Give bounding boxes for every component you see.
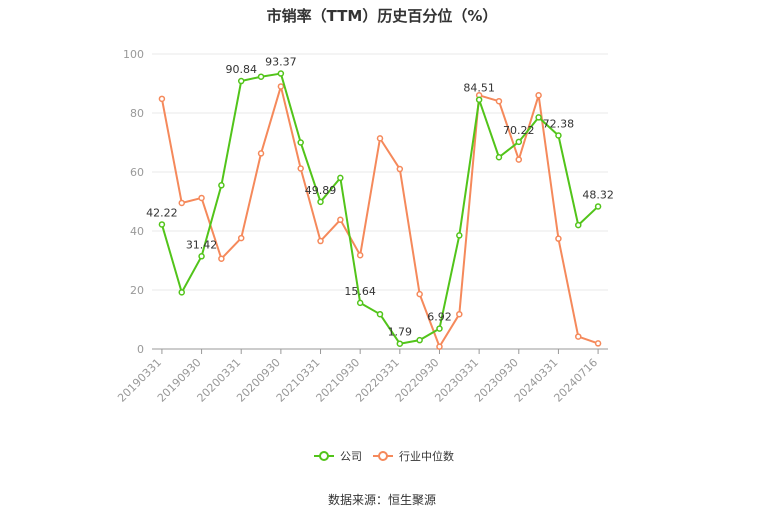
source-text: 数据来源：恒生聚源 <box>328 492 436 507</box>
industry-median-point[interactable] <box>237 234 245 242</box>
company-data-label: 6.92 <box>427 311 452 324</box>
industry-median-point[interactable] <box>535 92 542 99</box>
company-point[interactable] <box>277 70 285 77</box>
company-point[interactable] <box>218 182 225 189</box>
company-point[interactable] <box>237 77 245 85</box>
industry-median-point[interactable] <box>277 83 285 90</box>
company-point[interactable] <box>356 299 364 307</box>
company-data-label: 49.89 <box>305 184 337 197</box>
y-tick-label: 40 <box>130 225 144 238</box>
company-point[interactable] <box>257 73 265 80</box>
industry-median-point[interactable] <box>436 343 443 350</box>
legend-industry-median-label: 行业中位数 <box>399 449 454 463</box>
company-point[interactable] <box>396 340 404 347</box>
industry-median-point[interactable] <box>356 251 364 259</box>
company-point[interactable] <box>436 325 443 332</box>
industry-median-point[interactable] <box>416 290 423 298</box>
company-data-label: 31.42 <box>186 238 218 251</box>
company-point[interactable] <box>515 138 523 146</box>
industry-median-point[interactable] <box>515 156 523 163</box>
y-tick-label: 20 <box>130 284 144 297</box>
company-point[interactable] <box>337 174 344 182</box>
industry-median-point[interactable] <box>456 310 463 318</box>
company-point[interactable] <box>198 253 205 260</box>
legend: 公司 行业中位数 <box>314 449 454 463</box>
company-point[interactable] <box>495 154 503 161</box>
industry-median-point[interactable] <box>257 150 265 157</box>
industry-median-point[interactable] <box>198 194 205 202</box>
company-point[interactable] <box>158 221 166 228</box>
industry-median-point[interactable] <box>297 165 304 172</box>
company-data-label: 72.38 <box>543 117 575 130</box>
company-point[interactable] <box>555 132 562 139</box>
company-point[interactable] <box>575 221 582 229</box>
company-point[interactable] <box>297 139 304 146</box>
company-data-label: 84.51 <box>463 82 495 95</box>
industry-median-point[interactable] <box>337 216 344 224</box>
company-point[interactable] <box>456 232 463 239</box>
series-layer <box>158 70 602 350</box>
data-labels: 42.22 31.42 90.84 93.37 49.89 15.64 1.79 6.92 84… <box>146 56 614 339</box>
industry-median-point[interactable] <box>158 95 166 103</box>
company-point[interactable] <box>594 203 602 210</box>
industry-median-point[interactable] <box>575 333 582 340</box>
company-data-label: 48.32 <box>582 188 614 201</box>
y-tick-label: 60 <box>130 166 144 179</box>
company-point[interactable] <box>317 198 324 206</box>
company-data-label: 15.64 <box>344 285 376 298</box>
industry-median-point[interactable] <box>178 199 185 207</box>
company-point[interactable] <box>178 289 185 296</box>
x-tick-label: 20240716 <box>551 356 600 405</box>
series-industry-median <box>158 83 602 350</box>
industry-median-point[interactable] <box>317 237 324 245</box>
legend-industry-median-marker <box>378 451 388 461</box>
y-tick-label: 0 <box>137 343 144 356</box>
industry-median-point[interactable] <box>396 165 404 173</box>
company-data-label: 93.37 <box>265 56 297 69</box>
industry-median-point[interactable] <box>495 97 503 105</box>
company-data-label: 70.22 <box>503 124 535 137</box>
y-tick-label: 80 <box>130 107 144 120</box>
legend-item-company[interactable]: 公司 <box>314 450 362 463</box>
grid-lines <box>152 53 608 291</box>
company-point[interactable] <box>535 114 542 121</box>
legend-item-industry-median[interactable]: 行业中位数 <box>373 449 454 463</box>
company-point[interactable] <box>475 96 483 103</box>
company-point[interactable] <box>416 336 423 344</box>
legend-company-label: 公司 <box>340 450 362 463</box>
chart-title: 市销率（TTM）历史百分位（%） <box>267 7 498 25</box>
y-axis-ticks: 0 20 40 60 80 100 <box>123 48 144 356</box>
industry-median-point[interactable] <box>218 255 225 262</box>
company-data-label: 1.79 <box>388 326 413 339</box>
legend-company-marker <box>319 451 329 461</box>
company-data-label: 42.22 <box>146 206 178 219</box>
series-company <box>158 70 602 347</box>
company-point[interactable] <box>376 310 384 318</box>
y-tick-label: 100 <box>123 48 144 61</box>
company-data-label: 90.84 <box>225 63 257 76</box>
industry-median-point[interactable] <box>376 135 384 142</box>
industry-median-point[interactable] <box>555 235 562 242</box>
industry-median-point[interactable] <box>594 340 602 347</box>
x-axis: 2019033120190930202003312020093020210331… <box>115 348 608 405</box>
